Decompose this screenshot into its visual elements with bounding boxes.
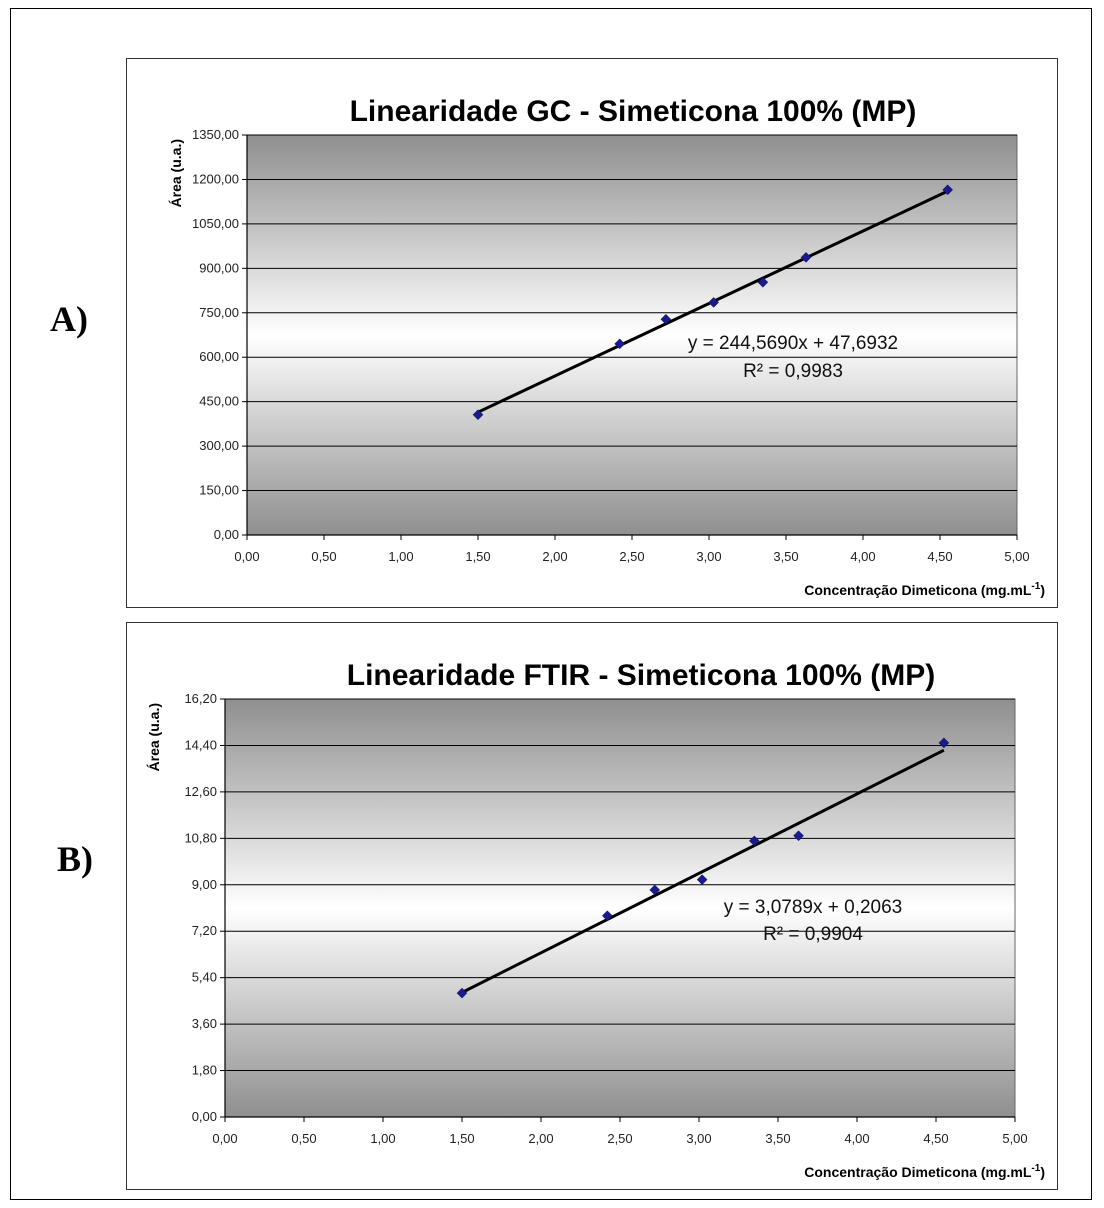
x-tick-label: 2,50 xyxy=(619,549,644,564)
chart-ftir-svg: Linearidade FTIR - Simeticona 100% (MP) 0… xyxy=(146,659,1045,1180)
y-tick-label: 14,40 xyxy=(184,737,217,752)
x-tick-label: 0,00 xyxy=(212,1131,237,1146)
y-tick-label: 1050,00 xyxy=(192,216,239,231)
y-tick-label: 1200,00 xyxy=(192,171,239,186)
x-tick-label: 2,00 xyxy=(542,549,567,564)
data-point xyxy=(472,409,484,421)
x-tick-label: 1,00 xyxy=(370,1131,395,1146)
x-tick-label: 4,50 xyxy=(927,549,952,564)
x-tick-label: 4,00 xyxy=(850,549,875,564)
y-tick-label: 12,60 xyxy=(184,784,217,799)
trendline xyxy=(461,748,945,994)
x-tick-label: 0,50 xyxy=(311,549,336,564)
y-tick-label: 300,00 xyxy=(199,438,239,453)
data-point xyxy=(757,276,769,288)
x-tick-label: 5,00 xyxy=(1004,549,1029,564)
y-tick-label: 5,40 xyxy=(192,970,217,985)
y-tick-label: 600,00 xyxy=(199,349,239,364)
data-point xyxy=(800,252,812,263)
data-point xyxy=(793,830,804,842)
x-tick-label: 0,00 xyxy=(234,549,259,564)
y-tick-label: 1,80 xyxy=(192,1063,217,1078)
trend-equation: y = 244,5690x + 47,6932 xyxy=(688,333,898,354)
data-point xyxy=(942,184,954,196)
panel-label-a: A) xyxy=(50,299,88,339)
data-point xyxy=(660,313,672,325)
data-point xyxy=(938,737,950,749)
x-axis-label: Concentração Dimeticona (mg.mL-1) xyxy=(804,1163,1045,1180)
x-tick-label: 3,00 xyxy=(686,1131,711,1146)
x-tick-label: 4,50 xyxy=(923,1131,948,1146)
y-axis-label: Área (u.a.) xyxy=(146,703,162,771)
x-axis-label: Concentração Dimeticona (mg.mL-1) xyxy=(804,581,1045,598)
x-tick-label: 1,50 xyxy=(465,549,490,564)
y-tick-label: 9,00 xyxy=(192,877,217,892)
x-tick-label: 3,50 xyxy=(765,1131,790,1146)
y-tick-label: 1350,00 xyxy=(192,127,239,142)
y-tick-label: 10,80 xyxy=(184,830,217,845)
x-tick-label: 4,00 xyxy=(844,1131,869,1146)
chart-title: Linearidade GC - Simeticona 100% (MP) xyxy=(350,95,917,128)
x-tick-label: 2,50 xyxy=(607,1131,632,1146)
plot-area xyxy=(246,134,1018,536)
y-tick-label: 150,00 xyxy=(199,483,239,498)
data-point xyxy=(708,297,719,308)
trend-equation: y = 3,0789x + 0,2063 xyxy=(724,897,903,918)
y-tick-label: 3,60 xyxy=(192,1016,217,1031)
figure-frame xyxy=(10,8,1092,1200)
plot-area xyxy=(224,698,1016,1118)
r-squared: R² = 0,9983 xyxy=(743,361,843,382)
x-tick-label: 0,50 xyxy=(291,1131,316,1146)
panel-label-b: B) xyxy=(57,839,93,879)
x-tick-label: 3,50 xyxy=(773,549,798,564)
y-axis-label: Área (u.a.) xyxy=(168,139,184,207)
x-tick-label: 1,00 xyxy=(388,549,413,564)
y-tick-label: 450,00 xyxy=(199,394,239,409)
chart-gc: Linearidade GC - Simeticona 100% (MP) 0,0… xyxy=(126,58,1058,608)
chart-gc-svg: Linearidade GC - Simeticona 100% (MP) 0,0… xyxy=(168,95,1045,598)
chart-ftir: Linearidade FTIR - Simeticona 100% (MP) 0… xyxy=(126,622,1058,1190)
y-tick-label: 750,00 xyxy=(199,305,239,320)
data-point xyxy=(748,835,760,847)
data-point xyxy=(456,987,468,999)
x-tick-label: 1,50 xyxy=(449,1131,474,1146)
y-tick-label: 0,00 xyxy=(214,527,239,542)
y-tick-label: 16,20 xyxy=(184,691,217,706)
data-point xyxy=(696,874,708,885)
y-tick-label: 7,20 xyxy=(192,923,217,938)
r-squared: R² = 0,9904 xyxy=(763,924,863,945)
x-tick-label: 3,00 xyxy=(696,549,721,564)
x-tick-label: 2,00 xyxy=(528,1131,553,1146)
x-tick-label: 5,00 xyxy=(1002,1131,1027,1146)
y-tick-label: 0,00 xyxy=(192,1109,217,1124)
data-point xyxy=(649,884,661,896)
chart-title: Linearidade FTIR - Simeticona 100% (MP) xyxy=(347,659,935,692)
y-tick-label: 900,00 xyxy=(199,260,239,275)
data-point xyxy=(602,910,613,922)
data-point xyxy=(614,338,626,350)
